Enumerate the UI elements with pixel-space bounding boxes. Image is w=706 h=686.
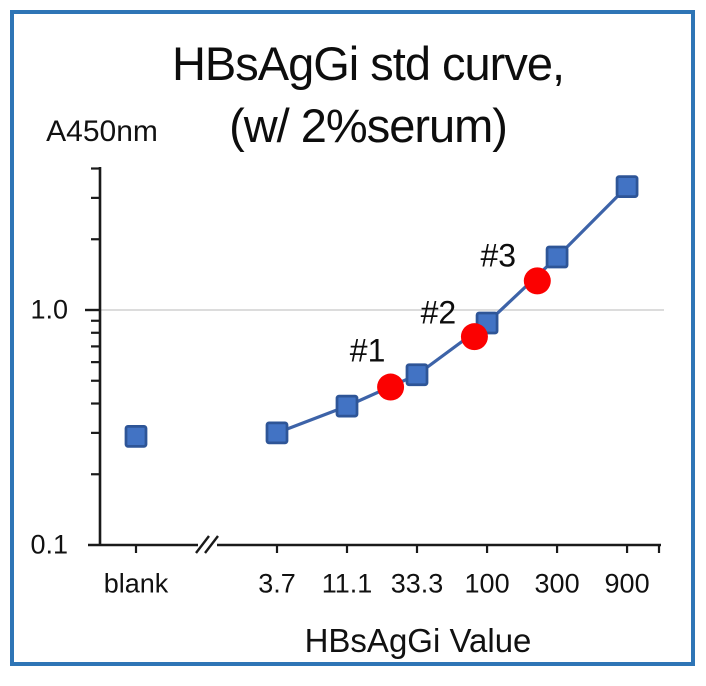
- y-axis-label: A450nm: [46, 115, 158, 148]
- sample-point-dot: [460, 323, 488, 351]
- x-axis-title: HBsAgGi Value: [304, 622, 532, 659]
- x-tick-label: 900: [604, 568, 650, 599]
- y-tick-label-0.1: 0.1: [30, 529, 68, 560]
- x-tick-label: 100: [464, 568, 510, 599]
- chart-title-line2: (w/ 2%serum): [229, 99, 508, 152]
- sample-label: #3: [480, 237, 517, 274]
- data-point-square: [335, 394, 359, 418]
- data-point-square: [265, 421, 289, 445]
- x-tick-label: 300: [534, 568, 580, 599]
- data-point-square: [545, 245, 569, 269]
- data-point-square: [615, 175, 639, 198]
- x-tick-label: 3.7: [258, 568, 296, 599]
- axis-break-icon: [195, 535, 210, 554]
- axis-break-icon: [204, 535, 219, 554]
- x-tick-label: 11.1: [321, 568, 373, 599]
- sample-label: #2: [420, 294, 457, 331]
- sample-point-dot: [523, 267, 551, 295]
- x-tick-label: 33.3: [390, 568, 444, 599]
- data-point-square: [405, 363, 429, 387]
- chart-title: HBsAgGi std curve, (w/ 2%serum): [171, 33, 565, 157]
- y-tick-label-1.0: 1.0: [30, 294, 68, 325]
- chart-frame: [10, 10, 695, 666]
- series-line: [276, 185, 629, 435]
- sample-point-dot: [377, 373, 405, 401]
- data-point-square: [124, 424, 148, 448]
- chart-title-line1: HBsAgGi std curve,: [171, 37, 565, 90]
- sample-label: #1: [349, 332, 386, 369]
- x-tick-label: blank: [103, 568, 169, 599]
